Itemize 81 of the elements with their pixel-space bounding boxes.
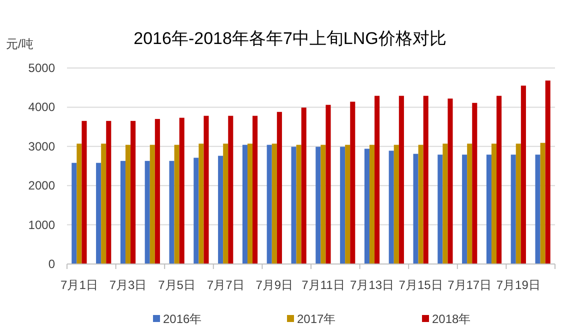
bar — [491, 144, 497, 264]
bar — [179, 118, 184, 264]
bar — [345, 144, 350, 264]
bar — [516, 144, 521, 264]
bar — [296, 144, 302, 264]
bar — [520, 86, 526, 264]
bar — [252, 116, 258, 264]
bar — [462, 154, 468, 264]
bar — [194, 158, 199, 264]
x-tick-label: 7月19日 — [496, 278, 540, 292]
x-tick-label: 7月17日 — [448, 278, 492, 292]
bar — [301, 108, 306, 264]
bar — [82, 120, 87, 264]
bar — [198, 144, 204, 264]
y-tick-label: 2000 — [28, 178, 56, 193]
bar — [326, 104, 331, 264]
x-tick-label: 7月7日 — [206, 278, 244, 292]
y-axis-title: 元/吨 — [6, 37, 34, 51]
y-tick-label: 5000 — [28, 61, 56, 75]
x-tick-label: 7月5日 — [158, 278, 196, 292]
x-tick-label: 7月3日 — [109, 278, 147, 292]
bar — [276, 112, 282, 264]
bar — [272, 144, 277, 264]
bar — [540, 142, 546, 264]
bar — [369, 144, 375, 264]
bar — [413, 154, 418, 264]
y-tick-label: 1000 — [28, 218, 56, 232]
bar — [106, 120, 112, 264]
legend-label: 2017年 — [297, 312, 336, 326]
x-tick-label: 7月9日 — [256, 278, 294, 292]
bar — [423, 96, 428, 264]
bar — [394, 144, 399, 264]
x-tick-label: 7月13日 — [350, 278, 394, 292]
bar — [388, 150, 394, 264]
bar — [467, 144, 472, 264]
bar — [154, 118, 160, 264]
bar — [218, 156, 224, 264]
legend-label: 2018年 — [432, 312, 471, 326]
bar — [374, 96, 380, 264]
bar — [486, 154, 492, 264]
bar — [228, 116, 234, 264]
bar — [545, 80, 550, 264]
bar — [144, 160, 150, 264]
bar — [266, 144, 272, 264]
bar — [510, 154, 516, 264]
bar — [535, 154, 540, 264]
bar — [320, 144, 326, 264]
bar — [496, 96, 502, 264]
bar — [291, 146, 296, 264]
x-tick-label: 7月15日 — [398, 278, 443, 292]
x-tick-label: 7月1日 — [60, 278, 98, 292]
bar — [96, 162, 102, 264]
bar — [130, 120, 136, 264]
bar — [120, 160, 126, 264]
x-tick-label: 7月11日 — [302, 278, 345, 292]
bar — [340, 146, 346, 264]
bar — [125, 144, 131, 264]
bar — [72, 162, 77, 264]
bar — [418, 144, 424, 264]
bar — [364, 148, 370, 264]
bar — [223, 144, 228, 264]
bar — [448, 98, 453, 264]
bar — [204, 116, 209, 264]
bar — [169, 160, 174, 264]
legend-label: 2016年 — [163, 312, 202, 326]
bar — [316, 146, 321, 264]
y-tick-label: 0 — [48, 257, 56, 271]
bar — [472, 102, 478, 264]
chart-title: 2016年-2018年各年7中上旬LNG价格对比 — [134, 29, 446, 48]
bar — [242, 144, 248, 264]
bar — [101, 144, 106, 264]
bar — [174, 144, 180, 264]
bar — [442, 144, 448, 264]
bar — [398, 96, 404, 264]
bar — [438, 154, 443, 264]
y-tick-label: 3000 — [28, 139, 56, 154]
bar — [350, 102, 356, 264]
y-tick-label: 4000 — [28, 100, 56, 114]
bar — [76, 144, 82, 264]
bar — [150, 144, 155, 264]
bar — [247, 144, 253, 264]
